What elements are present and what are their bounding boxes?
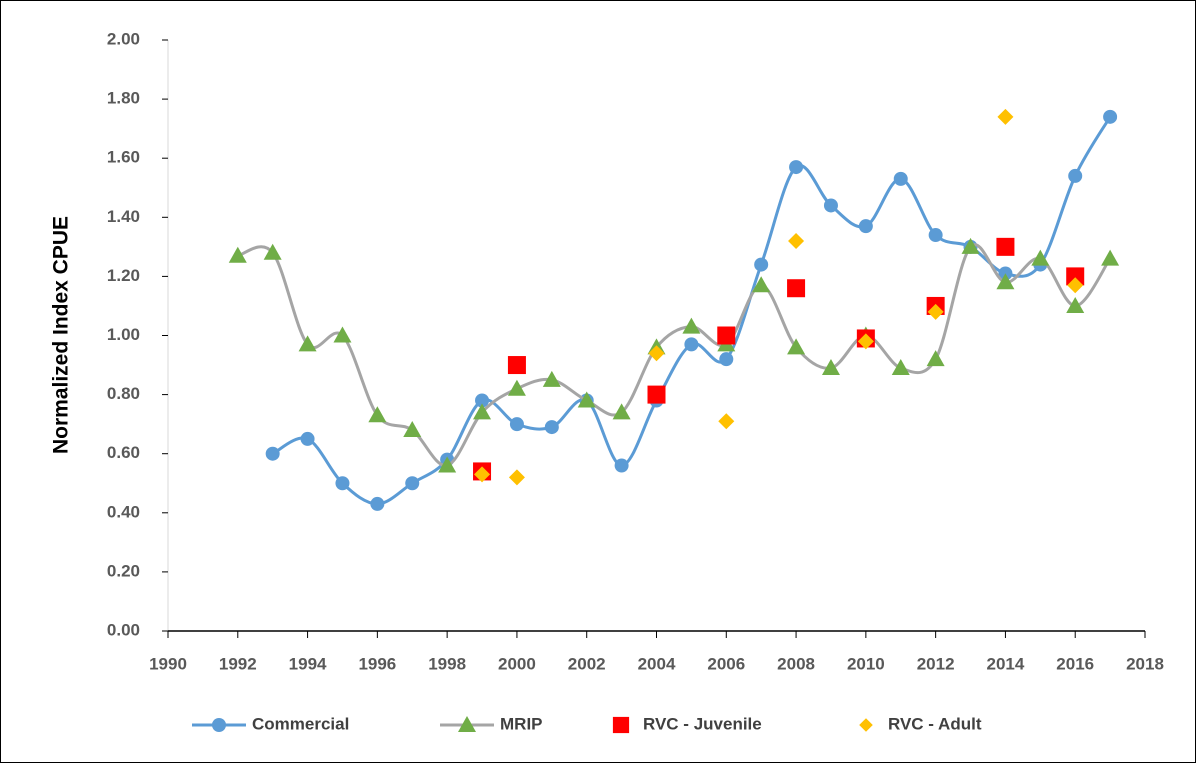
marker — [961, 237, 980, 254]
marker — [787, 338, 806, 355]
marker — [647, 385, 666, 404]
marker — [228, 246, 247, 263]
marker — [507, 356, 526, 375]
marker — [577, 391, 596, 408]
marker — [300, 431, 315, 446]
marker — [1067, 277, 1084, 294]
marker — [1066, 296, 1085, 313]
marker — [1031, 249, 1050, 266]
marker — [475, 393, 490, 408]
y-tick-label: 0.80 — [107, 384, 140, 403]
marker — [1068, 168, 1083, 183]
marker — [473, 403, 492, 420]
y-tick-label: 0.40 — [107, 502, 140, 521]
marker — [996, 273, 1015, 290]
marker — [789, 160, 804, 175]
marker — [927, 303, 944, 320]
marker — [474, 466, 491, 483]
x-tick-label: 1998 — [428, 654, 466, 673]
marker — [893, 171, 908, 186]
marker — [544, 420, 559, 435]
x-tick-label: 2004 — [638, 654, 676, 673]
y-axis-title: Normalized Index CPUE — [50, 216, 73, 454]
marker — [891, 359, 910, 376]
x-tick-label: 1994 — [289, 654, 327, 673]
y-tick-label: 1.40 — [107, 207, 140, 226]
marker — [508, 469, 525, 486]
marker — [648, 345, 665, 362]
y-tick-label: 1.80 — [107, 89, 140, 108]
marker — [509, 417, 524, 432]
marker — [857, 333, 874, 350]
y-tick-label: 2.00 — [107, 29, 140, 48]
legend-label: MRIP — [500, 714, 543, 733]
marker — [787, 279, 806, 298]
marker — [368, 406, 387, 423]
marker — [997, 108, 1014, 125]
marker — [823, 198, 838, 213]
x-tick-label: 2012 — [917, 654, 955, 673]
legend-marker — [859, 718, 873, 732]
y-tick-label: 0.60 — [107, 443, 140, 462]
marker — [438, 456, 457, 473]
marker — [996, 237, 1015, 256]
marker — [752, 276, 771, 293]
marker — [263, 243, 282, 260]
x-tick-label: 2016 — [1056, 654, 1094, 673]
x-tick-label: 2018 — [1126, 654, 1164, 673]
marker — [265, 446, 280, 461]
legend-label: RVC - Adult — [888, 714, 982, 733]
marker — [298, 335, 317, 352]
marker — [542, 370, 561, 387]
marker — [684, 337, 699, 352]
marker — [858, 219, 873, 234]
marker — [614, 458, 629, 473]
marker — [719, 352, 734, 367]
x-tick-label: 2014 — [987, 654, 1025, 673]
marker — [612, 403, 631, 420]
x-tick-label: 2002 — [568, 654, 606, 673]
marker — [754, 257, 769, 272]
legend-label: RVC - Juvenile — [643, 714, 762, 733]
marker — [333, 326, 352, 343]
marker — [788, 232, 805, 249]
x-tick-label: 2000 — [498, 654, 536, 673]
x-tick-label: 1992 — [219, 654, 257, 673]
y-tick-label: 1.00 — [107, 325, 140, 344]
x-tick-label: 1990 — [149, 654, 187, 673]
marker — [403, 421, 422, 438]
legend-marker — [458, 716, 476, 732]
x-tick-label: 2006 — [707, 654, 745, 673]
marker — [405, 476, 420, 491]
marker — [718, 413, 735, 430]
y-tick-label: 0.20 — [107, 561, 140, 580]
marker — [717, 326, 736, 345]
marker — [928, 228, 943, 243]
x-tick-label: 2010 — [847, 654, 885, 673]
y-tick-label: 1.60 — [107, 148, 140, 167]
marker — [821, 359, 840, 376]
y-tick-label: 1.20 — [107, 266, 140, 285]
marker — [370, 496, 385, 511]
x-tick-label: 2008 — [777, 654, 815, 673]
legend-marker — [612, 716, 630, 734]
x-tick-label: 1996 — [358, 654, 396, 673]
y-tick-label: 0.00 — [107, 620, 140, 639]
marker — [1066, 267, 1085, 286]
marker — [335, 476, 350, 491]
legend-label: Commercial — [252, 714, 349, 733]
marker — [1103, 109, 1118, 124]
marker — [682, 317, 701, 334]
marker — [507, 379, 526, 396]
legend-marker — [212, 718, 226, 732]
marker — [926, 350, 945, 367]
marker — [1101, 249, 1120, 266]
